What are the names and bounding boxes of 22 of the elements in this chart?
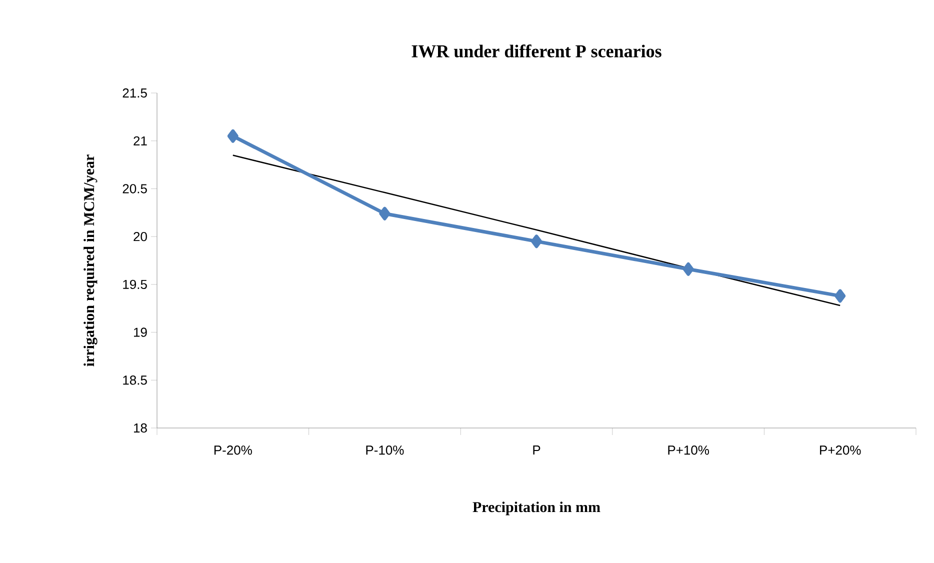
point <box>682 262 694 276</box>
y-tick-label: 21 <box>134 136 147 146</box>
y-tick-label: 20.5 <box>122 184 147 194</box>
point <box>379 206 390 220</box>
y-tick-label: 19 <box>134 328 147 337</box>
x-tick-label: P+20% <box>820 446 861 455</box>
y-tick-label: 18 <box>134 423 147 433</box>
point <box>531 234 542 248</box>
x-tick-label: P+10% <box>668 446 709 455</box>
y-tick-label: 18.5 <box>123 376 147 385</box>
y-tick-label: 20 <box>134 232 147 242</box>
x-axis-title: Precipitation in mm <box>472 502 600 516</box>
y-tick-label: 19.5 <box>123 280 147 290</box>
x-tick-label: P <box>533 446 540 454</box>
x-tick-label: P-10% <box>366 446 404 455</box>
chart-title: IWR under different P scenarios <box>412 44 662 58</box>
x-tick-label: P-20% <box>214 446 252 455</box>
line-series <box>232 154 841 306</box>
y-axis-title: irrigation required in MCM/year <box>84 154 98 366</box>
point <box>834 289 846 303</box>
point <box>227 129 238 143</box>
y-tick-label: 21.5 <box>122 88 147 98</box>
